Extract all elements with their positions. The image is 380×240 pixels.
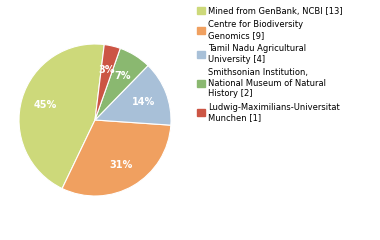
Wedge shape — [95, 66, 171, 125]
Text: 3%: 3% — [98, 65, 115, 75]
Text: 14%: 14% — [131, 96, 155, 107]
Text: 7%: 7% — [114, 71, 130, 81]
Legend: Mined from GenBank, NCBI [13], Centre for Biodiversity
Genomics [9], Tamil Nadu : Mined from GenBank, NCBI [13], Centre fo… — [194, 4, 345, 125]
Wedge shape — [95, 45, 120, 120]
Wedge shape — [95, 48, 148, 120]
Text: 31%: 31% — [109, 160, 133, 170]
Wedge shape — [19, 44, 104, 189]
Text: 45%: 45% — [34, 101, 57, 110]
Wedge shape — [62, 120, 171, 196]
